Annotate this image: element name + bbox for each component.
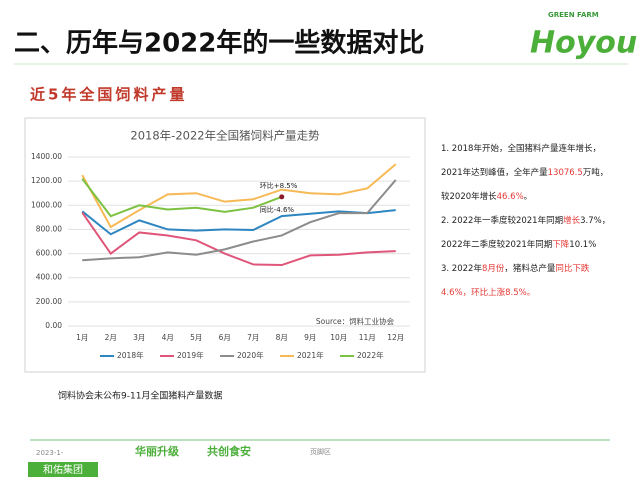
note-text: 增长 [563,215,581,226]
note-line: 3. 2022年8月份，猪料总产量同比下跌 [441,263,590,274]
x-tick-label: 5月 [190,333,202,342]
chart-frame [24,117,426,373]
footer-area: 页脚区 [310,447,331,456]
legend-label: 2018年 [117,350,144,360]
company: 和佑集团 [43,463,83,476]
footer-date: 2023-1- [36,449,64,457]
highlight-dot [279,194,285,200]
chart-title: 2018年-2022年全国猪饲料产量走势 [130,129,320,143]
y-tick-label: 200.00 [36,297,62,306]
logo-brand: Hoyou [530,26,637,61]
note-text: 万吨， [583,167,609,178]
note-text: ，猪料总产量 [504,263,556,274]
note-line: 2021年达到峰值，全年产量13076.5万吨， [441,167,608,178]
note-text: 较2020年增长 [441,191,497,202]
x-tick-label: 6月 [219,333,231,342]
note-text: 2022年二季度较2021年同期 [441,239,552,250]
x-tick-label: 4月 [162,333,174,342]
footer-slogan: 共创食安 [207,444,251,458]
note-text: 2. 2022年一季度较2021年同期 [441,215,563,226]
footer-slogan: 华丽升级 [135,444,180,458]
note-text: 同比下跌 [555,263,590,274]
note-text: 46.6% [497,192,524,202]
y-tick-label: 0.00 [45,321,62,330]
section-title: 近5年全国饲料产量 [30,86,187,104]
y-tick-label: 1000.00 [31,200,62,209]
slide-title: 二、历年与2022年的一些数据对比 [14,28,424,59]
note-text: 4.6%，环比上涨8.5%。 [441,287,535,298]
note-line: 2022年二季度较2021年同期下降10.1% [441,239,596,250]
note-text: 8月份 [482,263,505,274]
x-tick-label: 11月 [359,333,376,342]
series-line [81,178,283,218]
y-tick-label: 600.00 [36,249,62,258]
x-tick-label: 10月 [330,333,347,342]
x-tick-label: 3月 [133,333,145,342]
note-text: 1. 2018年开始，全国猪料产量连年增长， [441,143,601,154]
annotation: 同比-4.6% [260,205,295,214]
y-tick-label: 1400.00 [31,152,62,161]
note-line: 1. 2018年开始，全国猪料产量连年增长， [441,143,601,154]
y-tick-label: 800.00 [36,224,62,233]
x-tick-label: 9月 [304,333,316,342]
source: Source：饲料工业协会 [316,316,395,326]
x-tick-label: 2月 [105,333,117,342]
logo-small: GREEN FARM [548,11,599,19]
series-line [81,209,396,236]
note-text: 13076.5 [548,168,583,178]
legend-label: 2020年 [237,350,264,360]
note-line: 2. 2022年一季度较2021年同期增长3.7%， [441,215,610,226]
x-tick-label: 12月 [387,333,404,342]
company-badge [28,462,98,477]
x-tick-label: 1月 [76,333,88,342]
series-line [81,163,397,229]
note-text: 2021年达到峰值，全年产量 [441,167,548,178]
y-tick-label: 1200.00 [31,176,62,185]
note-text: 3. 2022年 [441,263,482,274]
legend-label: 2019年 [177,350,204,360]
note-text: 。 [524,192,533,202]
series-line [82,179,397,262]
legend-label: 2022年 [357,350,384,360]
note-text: 10.1% [569,240,596,250]
note-line: 较2020年增长46.6%。 [441,191,532,202]
note-text: 3.7%， [580,216,610,226]
note-line: 4.6%，环比上涨8.5%。 [441,287,535,298]
x-tick-label: 7月 [247,333,259,342]
note-text: 下降 [552,239,570,250]
annotation: 环比+8.5% [260,181,298,190]
footnote: 饲料协会未公布9-11月全国猪料产量数据 [58,390,222,402]
y-tick-label: 400.00 [36,273,62,282]
legend-label: 2021年 [297,350,324,360]
series-line [81,211,396,267]
x-tick-label: 8月 [276,333,288,342]
